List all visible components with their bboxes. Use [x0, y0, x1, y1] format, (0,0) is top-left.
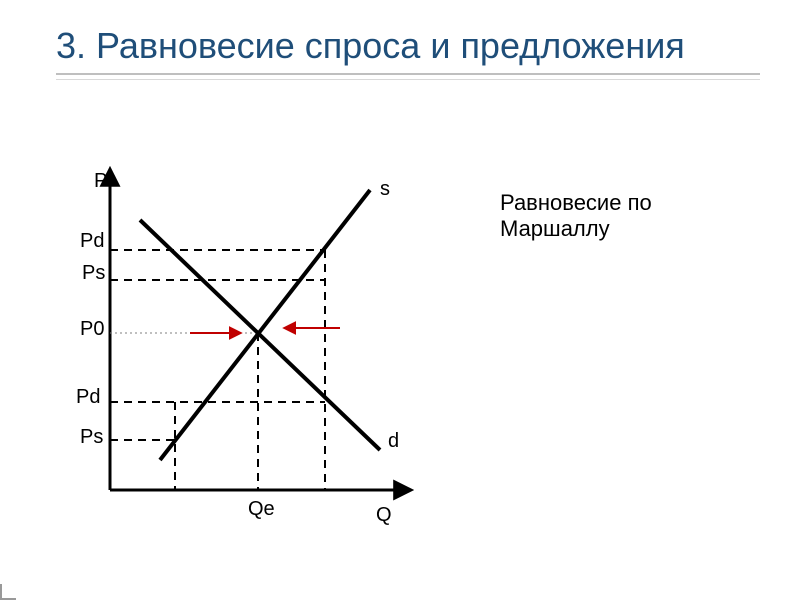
- label-Ps-lower: Ps: [80, 426, 103, 449]
- label-Q: Q: [376, 504, 392, 527]
- label-Ps-upper: Ps: [82, 262, 105, 285]
- chart-svg: [80, 160, 460, 520]
- curve-supply: [160, 190, 370, 460]
- corner-mark-icon: [0, 584, 16, 600]
- curve-demand: [140, 220, 380, 450]
- caption-line1: Равновесие по: [500, 190, 652, 216]
- label-Pd-lower: Pd: [76, 386, 100, 409]
- title-underline-thin: [56, 79, 760, 80]
- label-P: P: [94, 170, 107, 193]
- label-Pd-upper: Pd: [80, 230, 104, 253]
- caption-line2: Маршаллу: [500, 216, 652, 242]
- title-underline: [56, 73, 760, 75]
- chart: P Pd Ps P0 Pd Ps s d Qe Q: [80, 160, 460, 540]
- slide: 3. Равновесие спроса и предложения Равно…: [0, 0, 800, 600]
- side-caption: Равновесие по Маршаллу: [500, 190, 652, 243]
- slide-title: 3. Равновесие спроса и предложения: [56, 24, 760, 67]
- label-s: s: [380, 178, 390, 201]
- label-Qe: Qe: [248, 498, 275, 521]
- label-P0: P0: [80, 318, 104, 341]
- label-d: d: [388, 430, 399, 453]
